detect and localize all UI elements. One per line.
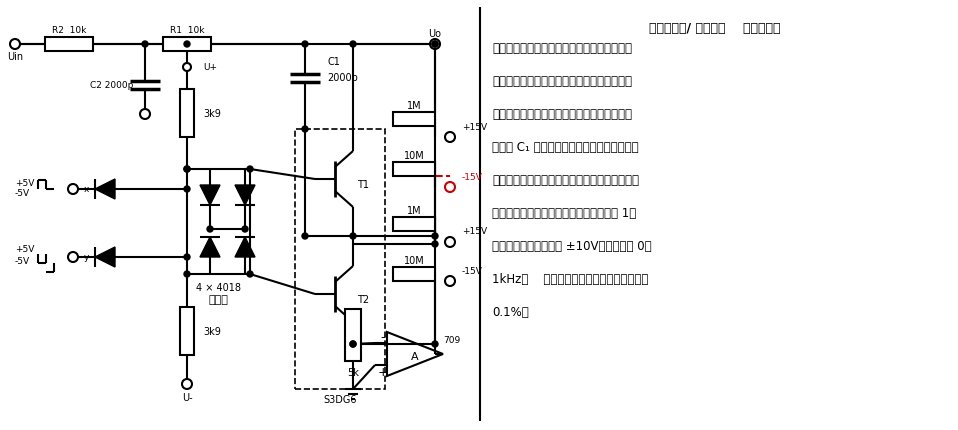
Text: 持电容 C₁ 的泄漏电流，提高了精度；将采样: 持电容 C₁ 的泄漏电流，提高了精度；将采样 xyxy=(492,141,639,154)
Text: 3k9: 3k9 xyxy=(203,109,221,119)
Circle shape xyxy=(350,233,356,240)
Text: 1M: 1M xyxy=(407,101,422,111)
Circle shape xyxy=(350,341,356,347)
Text: 2000p: 2000p xyxy=(327,73,358,83)
Polygon shape xyxy=(95,247,115,267)
Text: -5V: -5V xyxy=(15,256,30,265)
Circle shape xyxy=(207,227,213,233)
Text: 高精度采样/ 保持电路    该电路特点: 高精度采样/ 保持电路 该电路特点 xyxy=(650,22,781,35)
Circle shape xyxy=(68,184,78,194)
Bar xyxy=(393,267,435,281)
Text: +5V: +5V xyxy=(15,245,34,254)
Circle shape xyxy=(350,42,356,48)
Text: -5V: -5V xyxy=(15,189,30,198)
Circle shape xyxy=(445,276,455,286)
Circle shape xyxy=(445,183,455,193)
Circle shape xyxy=(430,40,440,50)
Polygon shape xyxy=(235,237,255,258)
Circle shape xyxy=(302,233,308,240)
Text: -: - xyxy=(380,331,385,344)
Text: 1kHz，    保持精度和采样精度优于满刻度的: 1kHz， 保持精度和采样精度优于满刻度的 xyxy=(492,272,649,286)
Text: 1M: 1M xyxy=(407,206,422,215)
Circle shape xyxy=(350,341,356,347)
Text: C1: C1 xyxy=(327,57,340,67)
Bar xyxy=(393,113,435,127)
Circle shape xyxy=(242,227,248,233)
Circle shape xyxy=(142,42,148,48)
Text: 如下：采样开关由二极管桥组成，采样脉冲对: 如下：采样开关由二极管桥组成，采样脉冲对 xyxy=(492,42,632,55)
Circle shape xyxy=(182,379,192,389)
Text: 3k9: 3k9 xyxy=(203,326,221,336)
Text: +15V: +15V xyxy=(462,227,487,236)
Text: y: y xyxy=(84,253,89,262)
Circle shape xyxy=(140,110,150,120)
Text: R2  10k: R2 10k xyxy=(52,25,86,34)
Text: 采样门: 采样门 xyxy=(208,294,228,304)
Bar xyxy=(45,38,93,52)
Bar xyxy=(345,309,361,361)
Text: A: A xyxy=(411,351,419,361)
Bar xyxy=(163,38,211,52)
Polygon shape xyxy=(95,180,115,200)
Text: 门、保持电容、放大器全包括在反馈环路以内、: 门、保持电容、放大器全包括在反馈环路以内、 xyxy=(492,174,639,187)
Text: U+: U+ xyxy=(203,63,217,72)
Circle shape xyxy=(432,233,438,240)
Circle shape xyxy=(184,255,190,261)
Circle shape xyxy=(183,64,191,72)
Circle shape xyxy=(184,166,190,172)
Text: T1: T1 xyxy=(357,180,369,190)
Bar xyxy=(180,90,194,138)
Circle shape xyxy=(247,166,253,172)
Circle shape xyxy=(184,187,190,193)
Text: Uin: Uin xyxy=(7,52,23,62)
Text: S3DG6: S3DG6 xyxy=(323,394,356,404)
Text: 0.1%。: 0.1%。 xyxy=(492,305,529,318)
Text: +5V: +5V xyxy=(15,178,34,187)
Polygon shape xyxy=(235,186,255,206)
Circle shape xyxy=(184,42,190,48)
Text: T2: T2 xyxy=(357,294,369,304)
Text: 5k: 5k xyxy=(347,367,359,377)
Circle shape xyxy=(184,271,190,277)
Bar xyxy=(180,307,194,355)
Text: 增加了一对晶体管，提高了输入阻抗，减小保: 增加了一对晶体管，提高了输入阻抗，减小保 xyxy=(492,108,632,121)
Bar xyxy=(393,218,435,231)
Circle shape xyxy=(302,127,308,133)
Text: -15V: -15V xyxy=(462,267,483,276)
Text: U-: U- xyxy=(182,392,193,402)
Circle shape xyxy=(247,271,253,277)
Text: +: + xyxy=(377,366,388,379)
Text: 称输入二极管桥，采样速度比较快；运放输入: 称输入二极管桥，采样速度比较快；运放输入 xyxy=(492,75,632,88)
Circle shape xyxy=(432,42,438,48)
Text: 4 × 4018: 4 × 4018 xyxy=(195,283,240,292)
Circle shape xyxy=(68,252,78,262)
Text: +15V: +15V xyxy=(462,122,487,131)
Text: -15V: -15V xyxy=(462,172,483,181)
Text: R1  10k: R1 10k xyxy=(170,25,204,34)
Text: 10M: 10M xyxy=(403,150,424,161)
Polygon shape xyxy=(200,186,220,206)
Text: 该电路输入电压范围为 ±10V，信号频率 0～: 该电路输入电压范围为 ±10V，信号频率 0～ xyxy=(492,240,651,252)
Text: 709: 709 xyxy=(443,336,460,345)
Circle shape xyxy=(432,42,438,48)
Text: x: x xyxy=(84,185,89,194)
Circle shape xyxy=(445,133,455,143)
Polygon shape xyxy=(200,237,220,258)
Circle shape xyxy=(445,237,455,247)
Circle shape xyxy=(10,40,20,50)
Text: 采样脉冲使二极管桥导通时，闭环增益为 1。: 采样脉冲使二极管桥导通时，闭环增益为 1。 xyxy=(492,206,636,219)
Bar xyxy=(393,163,435,177)
Circle shape xyxy=(184,166,190,172)
Text: C2 2000p: C2 2000p xyxy=(90,81,134,90)
Circle shape xyxy=(432,341,438,347)
Circle shape xyxy=(302,42,308,48)
Text: 10M: 10M xyxy=(403,255,424,265)
Circle shape xyxy=(432,241,438,247)
Text: Uo: Uo xyxy=(428,29,442,39)
